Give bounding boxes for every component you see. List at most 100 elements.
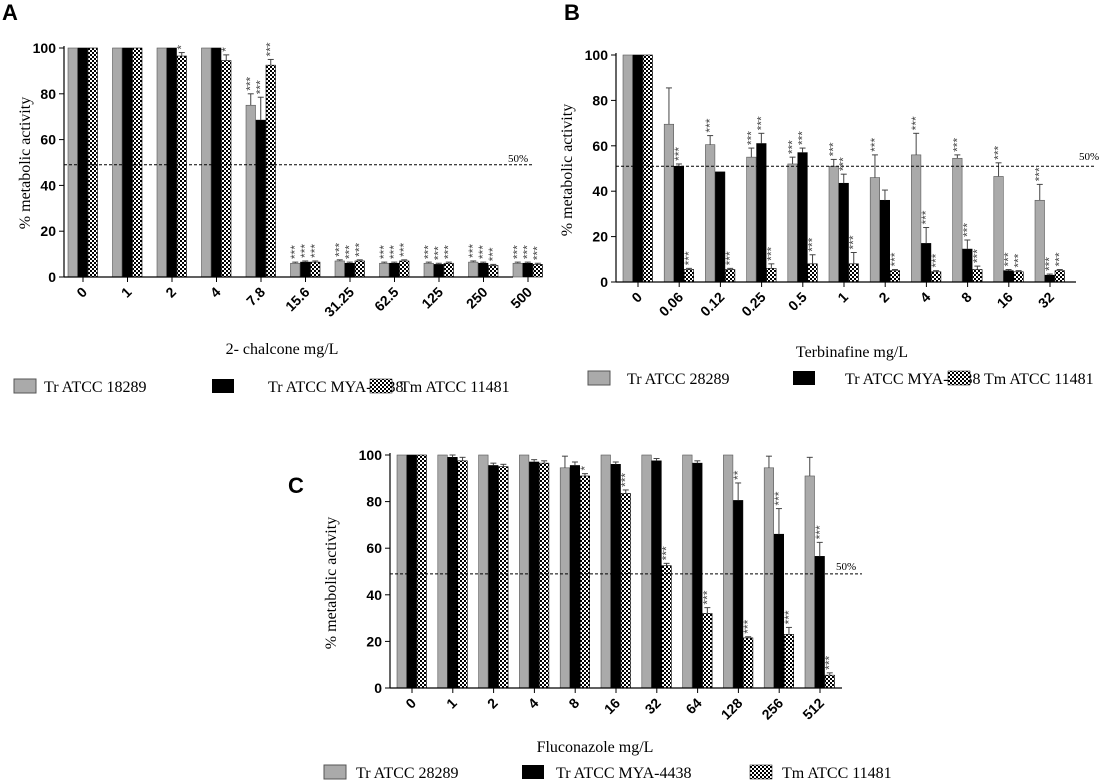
bar-a-gray-7	[379, 262, 390, 278]
bar-c-gray-0	[396, 454, 407, 689]
significance-label: **	[731, 470, 745, 480]
x-tick-label: 2	[875, 289, 892, 306]
significance-label: ***	[387, 245, 401, 259]
significance-label: ***	[432, 246, 446, 260]
panel-b-reference-label: 50%	[1079, 151, 1099, 163]
bar-c-black-3	[529, 461, 540, 689]
significance-label: ***	[919, 210, 933, 224]
x-tick-label: 4	[207, 284, 224, 301]
panel-b-legend-label-3: Tm ATCC 11481	[984, 371, 1094, 388]
bar-c-gray-3	[519, 454, 530, 689]
x-tick-label: 0	[628, 289, 645, 306]
y-tick-label: 40	[366, 587, 382, 603]
panel-c-xlabel: Fluconazole mg/L	[537, 739, 654, 756]
panel-c-legend-label-3: Tm ATCC 11481	[782, 765, 892, 781]
significance-label: ***	[1043, 257, 1057, 271]
x-tick-label: 15.6	[282, 284, 313, 315]
x-tick-label: 8	[958, 289, 975, 306]
bar-c-black-8	[733, 500, 744, 689]
bar-b-black-6	[879, 199, 891, 283]
x-tick-label: 2	[162, 284, 179, 301]
bar-b-gray-8	[952, 157, 963, 283]
panel-b-letter: B	[564, 0, 580, 25]
bar-c-checker-4	[579, 475, 591, 689]
significance-label: ***	[847, 235, 861, 249]
panel-a-xlabel: 2- chalcone mg/L	[226, 341, 339, 358]
significance-label: ***	[827, 142, 841, 156]
bar-a-black-3	[211, 47, 222, 278]
bar-a-gray-0	[67, 47, 78, 278]
bar-a-checker-2	[176, 55, 187, 278]
panel-c-reference-label: 50%	[836, 561, 856, 573]
panel-a-ylabel: % metabolic activity	[17, 97, 34, 229]
significance-label: ***	[264, 42, 278, 56]
significance-label: ***	[531, 246, 545, 260]
panel-c-ylabel: % metabolic activity	[323, 517, 340, 649]
significance-label: ***	[868, 138, 882, 152]
bar-c-checker-0	[416, 454, 427, 689]
x-tick-label: 1	[834, 289, 851, 306]
x-tick-label: 7.8	[243, 284, 268, 309]
y-tick-label: 60	[592, 138, 608, 154]
panel-c-letter: C	[288, 473, 304, 498]
panel-b-legend-swatch-2	[793, 371, 815, 385]
y-tick-label: 80	[592, 92, 608, 108]
significance-label: ***	[682, 251, 696, 265]
bar-a-gray-3	[201, 47, 212, 278]
significance-label: *	[175, 45, 189, 50]
x-tick-label: 2	[484, 695, 501, 712]
bar-c-gray-7	[682, 454, 693, 689]
bar-c-checker-9	[783, 634, 795, 689]
significance-label: ***	[660, 546, 674, 560]
significance-label: ***	[672, 147, 686, 161]
panel-b-legend-swatch-1	[587, 370, 611, 386]
bar-c-checker-3	[539, 462, 550, 689]
significance-label: ***	[744, 131, 758, 145]
significance-label: ***	[521, 245, 535, 259]
bar-a-gray-4	[245, 104, 256, 278]
x-tick-label: 0.06	[656, 289, 687, 320]
x-tick-label: 1	[118, 284, 135, 301]
significance-label: ***	[723, 251, 737, 265]
x-tick-label: 4	[525, 695, 542, 712]
x-tick-label: 8	[565, 695, 582, 712]
bar-c-gray-5	[600, 454, 611, 689]
bar-b-checker-3	[766, 268, 777, 283]
significance-label: ***	[970, 249, 984, 263]
bar-c-black-2	[488, 465, 499, 689]
bar-b-checker-8	[972, 269, 983, 283]
panel-a-legend-swatch-3	[369, 378, 393, 394]
y-tick-label: 100	[359, 447, 383, 463]
significance-label: ***	[772, 491, 786, 505]
panel-b-legend: Tr ATCC 28289 Tr ATCC MYA-4438 Tm ATCC 1…	[587, 370, 1094, 388]
panel-b-legend-swatch-3	[947, 370, 971, 386]
y-tick-label: 0	[600, 274, 608, 290]
bar-c-gray-10	[804, 475, 815, 689]
significance-label: ***	[308, 244, 322, 258]
panel-b: B **************************************…	[559, 0, 1099, 388]
bar-b-checker-9	[1013, 271, 1024, 283]
bar-b-checker-6	[889, 270, 901, 283]
significance-label: ***	[333, 242, 347, 256]
panel-a: A * ******************* ********* *********…	[2, 0, 545, 396]
bar-c-checker-10	[824, 674, 835, 689]
bar-b-checker-4	[807, 263, 818, 283]
bar-a-checker-10	[532, 264, 543, 278]
bar-a-gray-1	[112, 47, 123, 278]
panel-c-legend-swatch-2	[522, 765, 544, 779]
bar-a-checker-5	[310, 261, 321, 278]
y-tick-label: 20	[40, 223, 56, 239]
bar-a-checker-1	[132, 47, 143, 278]
bar-b-checker-0	[642, 54, 653, 283]
panel-a-legend-swatch-2	[212, 379, 234, 393]
significance-label: ***	[619, 473, 633, 487]
bar-c-black-6	[651, 460, 662, 689]
significance-label: ***	[298, 244, 312, 258]
bar-c-checker-7	[702, 613, 713, 689]
bar-c-black-7	[692, 462, 703, 689]
y-tick-label: 0	[48, 269, 56, 285]
significance-label: ***	[442, 245, 456, 259]
bar-a-gray-2	[156, 47, 167, 278]
bar-a-gray-5	[290, 262, 301, 278]
significance-label: *	[219, 47, 233, 52]
